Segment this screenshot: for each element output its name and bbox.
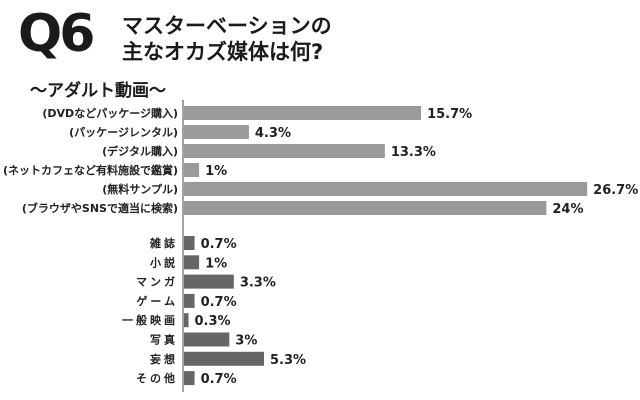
category-label: (DVDなどパッケージ購入) xyxy=(42,106,178,120)
bar xyxy=(184,332,230,347)
category-label: 小説 xyxy=(149,255,178,269)
data-label: 0.7% xyxy=(201,295,237,310)
category-label: (デジタル購入) xyxy=(102,144,178,158)
data-label: 15.7% xyxy=(427,107,472,122)
category-label: その他 xyxy=(136,371,178,385)
bar xyxy=(184,182,588,196)
question-number: Q6 xyxy=(18,4,95,64)
bar xyxy=(184,236,195,250)
category-label: 妄想 xyxy=(150,352,178,366)
data-label: 0.7% xyxy=(201,237,237,252)
bar xyxy=(184,313,189,328)
category-label: マンガ xyxy=(136,275,178,289)
data-label: 3% xyxy=(235,334,257,349)
category-label: 一般映画 xyxy=(122,313,178,327)
data-label: 26.7% xyxy=(593,183,638,198)
data-label: 1% xyxy=(205,164,227,179)
category-label: (無料サンプル) xyxy=(102,182,178,196)
bar xyxy=(184,274,234,289)
bar xyxy=(184,293,195,308)
title-line-2: 主なオカズ媒体は何? xyxy=(122,40,324,64)
category-label: 雑誌 xyxy=(149,236,178,250)
category-label: (ネットカフェなど有料施設で鑑賞) xyxy=(3,163,178,177)
data-label: 0.7% xyxy=(201,372,237,387)
data-label: 3.3% xyxy=(240,276,276,291)
bar xyxy=(184,163,200,177)
bar xyxy=(184,106,422,120)
data-label: 1% xyxy=(205,256,227,271)
title-line-1: マスターベーションの xyxy=(122,14,332,38)
bar xyxy=(184,351,265,366)
data-label: 24% xyxy=(552,202,583,217)
category-label: ゲーム xyxy=(136,294,178,308)
category-label: (パッケージレンタル) xyxy=(69,126,178,139)
data-label: 4.3% xyxy=(255,126,291,141)
bar xyxy=(184,125,249,139)
category-label: 写真 xyxy=(150,333,178,347)
data-label: 13.3% xyxy=(391,145,436,160)
bar xyxy=(184,201,547,215)
bar xyxy=(184,255,200,270)
category-label: (ブラウザやSNSで適当に検索) xyxy=(22,201,178,215)
data-label: 0.3% xyxy=(195,314,231,329)
bar xyxy=(184,371,195,386)
group-title-adult-video: 〜アダルト動画〜 xyxy=(30,81,166,101)
data-label: 5.3% xyxy=(270,353,306,368)
bar xyxy=(184,144,385,158)
